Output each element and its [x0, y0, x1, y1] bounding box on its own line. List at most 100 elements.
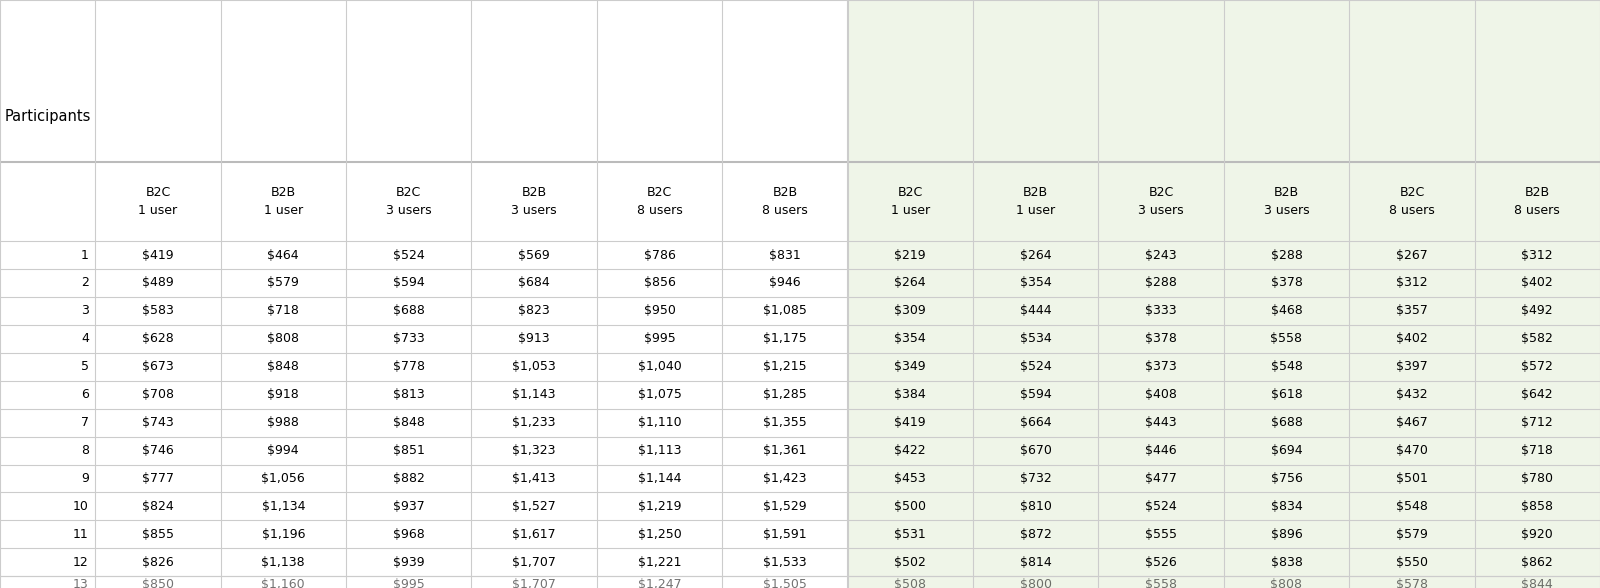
Bar: [1224, 297, 1349, 325]
Text: $1,175: $1,175: [763, 332, 806, 345]
Text: $534: $534: [1019, 332, 1051, 345]
Text: $831: $831: [770, 249, 800, 262]
Text: B2C
1 user: B2C 1 user: [891, 186, 930, 217]
Text: $579: $579: [267, 276, 299, 289]
Bar: [0, 297, 96, 325]
Text: $670: $670: [1019, 444, 1051, 457]
Bar: [1099, 576, 1224, 588]
Bar: [221, 353, 346, 381]
Bar: [848, 297, 973, 325]
Text: B2C
8 users: B2C 8 users: [1389, 186, 1435, 217]
Bar: [96, 241, 221, 269]
Bar: [221, 409, 346, 436]
Text: $357: $357: [1395, 305, 1427, 318]
Text: $500: $500: [894, 500, 926, 513]
Text: $1,250: $1,250: [638, 528, 682, 541]
Text: $732: $732: [1019, 472, 1051, 485]
Bar: [848, 436, 973, 465]
Bar: [1224, 409, 1349, 436]
Bar: [1224, 465, 1349, 493]
Bar: [96, 269, 221, 297]
Bar: [1349, 576, 1475, 588]
Bar: [472, 465, 597, 493]
Text: $397: $397: [1397, 360, 1427, 373]
Text: $896: $896: [1270, 528, 1302, 541]
Text: $1,527: $1,527: [512, 500, 555, 513]
Bar: [472, 409, 597, 436]
Text: $872: $872: [1019, 528, 1051, 541]
Bar: [597, 576, 722, 588]
Bar: [1349, 269, 1475, 297]
Text: B2C
1 user: B2C 1 user: [138, 186, 178, 217]
Text: $444: $444: [1019, 305, 1051, 318]
Text: 3: 3: [82, 305, 88, 318]
Bar: [722, 576, 848, 588]
Text: $526: $526: [1146, 556, 1178, 569]
Bar: [1349, 436, 1475, 465]
Bar: [346, 269, 472, 297]
Bar: [472, 493, 597, 520]
Bar: [597, 493, 722, 520]
Text: $468: $468: [1270, 305, 1302, 318]
Text: $446: $446: [1146, 444, 1178, 457]
Bar: [1475, 381, 1600, 409]
Text: $524: $524: [394, 249, 424, 262]
Bar: [1349, 241, 1475, 269]
Bar: [1349, 297, 1475, 325]
Bar: [1475, 353, 1600, 381]
Bar: [346, 325, 472, 353]
Bar: [722, 0, 848, 162]
Text: B2B
1 user: B2B 1 user: [1016, 186, 1056, 217]
Bar: [346, 548, 472, 576]
Bar: [0, 465, 96, 493]
Text: $1,143: $1,143: [512, 388, 555, 401]
Bar: [722, 520, 848, 548]
Text: $594: $594: [394, 276, 424, 289]
Text: $1,533: $1,533: [763, 556, 806, 569]
Text: $524: $524: [1019, 360, 1051, 373]
Text: $583: $583: [142, 305, 174, 318]
Bar: [221, 576, 346, 588]
Bar: [1349, 409, 1475, 436]
Text: $718: $718: [1522, 444, 1554, 457]
Bar: [346, 493, 472, 520]
Bar: [1349, 381, 1475, 409]
Bar: [96, 436, 221, 465]
Bar: [722, 465, 848, 493]
Text: $1,707: $1,707: [512, 578, 557, 588]
Text: $264: $264: [1019, 249, 1051, 262]
Bar: [973, 465, 1098, 493]
Bar: [848, 0, 973, 162]
Text: $1,053: $1,053: [512, 360, 555, 373]
Text: $1,247: $1,247: [638, 578, 682, 588]
Bar: [0, 520, 96, 548]
Text: B2B
3 users: B2B 3 users: [1264, 186, 1309, 217]
Bar: [1475, 409, 1600, 436]
Text: $733: $733: [394, 332, 424, 345]
Text: $848: $848: [392, 416, 424, 429]
Text: B2B
8 users: B2B 8 users: [1515, 186, 1560, 217]
Bar: [0, 381, 96, 409]
Bar: [1099, 325, 1224, 353]
Text: $524: $524: [1146, 500, 1178, 513]
Text: $1,233: $1,233: [512, 416, 555, 429]
Text: $384: $384: [894, 388, 926, 401]
Text: 2: 2: [82, 276, 88, 289]
Bar: [722, 241, 848, 269]
Bar: [1224, 576, 1349, 588]
Text: $550: $550: [1395, 556, 1427, 569]
Bar: [722, 353, 848, 381]
Text: $1,113: $1,113: [638, 444, 682, 457]
Bar: [1475, 162, 1600, 241]
Text: $267: $267: [1397, 249, 1427, 262]
Text: $628: $628: [142, 332, 174, 345]
Bar: [346, 465, 472, 493]
Text: $432: $432: [1397, 388, 1427, 401]
Bar: [346, 409, 472, 436]
Text: $995: $995: [394, 578, 424, 588]
Bar: [1099, 465, 1224, 493]
Text: $1,138: $1,138: [261, 556, 306, 569]
Text: $694: $694: [1270, 444, 1302, 457]
Bar: [973, 436, 1098, 465]
Bar: [722, 409, 848, 436]
